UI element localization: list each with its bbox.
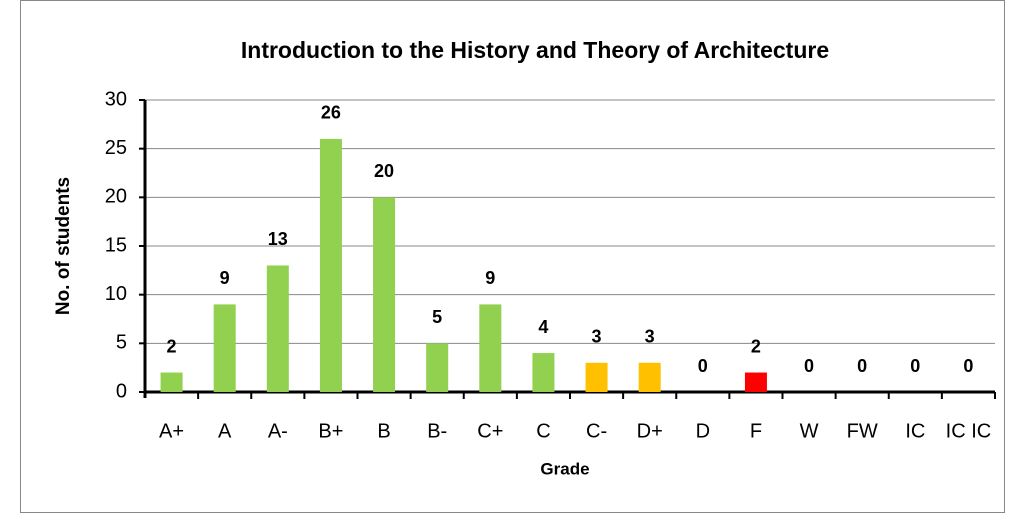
x-tick-label: IC IC (946, 420, 992, 442)
data-label: 5 (432, 307, 442, 327)
x-tick-label: C (536, 420, 550, 442)
y-tick-label: 30 (105, 88, 127, 110)
x-tick-label: B+ (318, 420, 343, 442)
chart-title: Introduction to the History and Theory o… (241, 37, 829, 63)
y-tick-label: 0 (116, 380, 127, 402)
data-label: 0 (910, 356, 920, 376)
data-label: 0 (857, 356, 867, 376)
bar (744, 372, 767, 392)
bar (319, 138, 342, 392)
x-tick-label: C+ (477, 420, 503, 442)
bar (479, 304, 502, 392)
bar (426, 343, 449, 392)
x-tick-label: A- (268, 420, 288, 442)
data-label: 3 (645, 327, 655, 347)
bar (373, 197, 396, 392)
y-tick-label: 15 (105, 234, 127, 256)
data-label: 0 (804, 356, 814, 376)
x-tick-label: B (377, 420, 390, 442)
data-label: 2 (167, 336, 177, 356)
x-tick-label: W (800, 420, 819, 442)
y-tick-label: 25 (105, 137, 127, 159)
data-label: 2 (751, 336, 761, 356)
data-label: 3 (592, 327, 602, 347)
y-tick-label: 20 (105, 186, 127, 208)
bar (585, 362, 608, 392)
y-axis-title: No. of students (53, 177, 74, 315)
bar (213, 304, 236, 392)
x-tick-label: A (218, 420, 232, 442)
data-label: 26 (321, 103, 341, 123)
x-tick-label: A+ (159, 420, 184, 442)
data-label: 20 (374, 161, 394, 181)
x-tick-label: F (750, 420, 762, 442)
bar (266, 265, 289, 392)
data-label: 4 (538, 317, 548, 337)
y-tick-label: 5 (116, 332, 127, 354)
data-label: 0 (698, 356, 708, 376)
x-tick-label: IC (905, 420, 925, 442)
bar (532, 353, 555, 392)
x-tick-label: FW (847, 420, 878, 442)
bar (638, 362, 661, 392)
chart-frame (20, 0, 1005, 513)
data-label: 0 (963, 356, 973, 376)
data-label: 9 (220, 268, 230, 288)
data-label: 13 (268, 229, 288, 249)
data-label: 9 (485, 268, 495, 288)
x-tick-label: D (696, 420, 710, 442)
x-axis-title: Grade (540, 459, 589, 478)
y-tick-label: 10 (105, 283, 127, 305)
x-tick-label: B- (427, 420, 447, 442)
x-tick-label: D+ (637, 420, 663, 442)
bar (160, 372, 183, 392)
x-tick-label: C- (586, 420, 607, 442)
